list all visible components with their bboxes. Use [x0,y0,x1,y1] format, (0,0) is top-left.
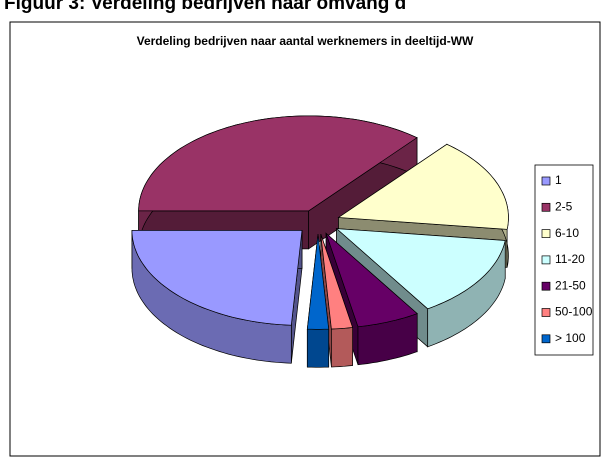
legend-label: 50-100 [555,305,593,319]
slice [320,234,354,330]
legend-swatch [541,281,551,291]
legend-swatch [541,308,551,317]
chart-title: Verdeling bedrijven naar aantal werkneme… [137,34,474,48]
slice [306,234,330,330]
slice [335,228,506,310]
slice-side [331,327,353,368]
slice [325,232,418,328]
legend-label: 6-10 [555,226,579,240]
slice [131,230,303,326]
legend-label: 11-20 [555,252,585,266]
slice [337,143,509,230]
legend-label: 1 [555,173,562,187]
slice [138,115,418,212]
legend-label: 2-5 [555,199,573,213]
legend-swatch [541,255,551,265]
legend-swatch [541,176,551,186]
legend-swatch [541,202,551,212]
legend-swatch [541,334,551,344]
legend-label: 21-50 [555,278,586,292]
legend-swatch [541,229,551,238]
slice-side [306,328,330,368]
legend-label: > 100 [555,331,586,345]
page-heading: Figuur 3: Verdeling bedrijven naar omvan… [4,0,406,14]
